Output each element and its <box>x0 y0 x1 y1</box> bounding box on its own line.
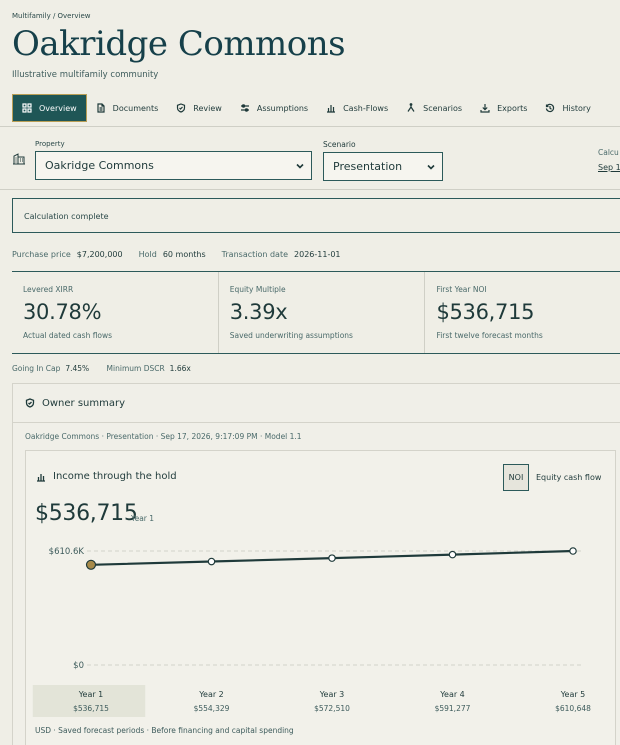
chart-footnote: USD · Saved forecast periods · Before fi… <box>35 726 294 735</box>
chart-title-label: Income through the hold <box>53 471 177 482</box>
hold-label: Hold <box>138 250 157 259</box>
deal-facts: Purchase price $7,200,000 Hold 60 months… <box>12 250 357 259</box>
data-point <box>569 547 577 555</box>
property-label: Property <box>35 140 65 148</box>
divider <box>0 126 620 127</box>
kpi-label: Levered XIRR <box>23 285 74 294</box>
status-banner: Calculation complete <box>12 198 620 233</box>
tab-exports[interactable]: Exports <box>471 94 536 122</box>
minor-metrics: Going In Cap 7.45% Minimum DSCR 1.66x <box>12 364 206 373</box>
owner-summary-header[interactable]: Owner summary <box>13 384 620 423</box>
building-icon <box>13 153 25 165</box>
data-label: $572,510 <box>314 704 350 713</box>
kpi-note: First twelve forecast months <box>436 331 543 340</box>
breadcrumb[interactable]: Multifamily / Overview <box>12 12 91 20</box>
kpi-card-equity-multiple: Equity Multiple 3.39x Saved underwriting… <box>219 272 426 353</box>
kpi-note: Actual dated cash flows <box>23 331 113 340</box>
scenario-label: Scenario <box>323 140 356 149</box>
data-point <box>328 554 336 562</box>
equity-cash-flow-toggle[interactable]: Equity cash flow <box>536 473 602 482</box>
owner-summary-title: Owner summary <box>42 397 126 409</box>
download-icon <box>480 104 490 113</box>
tab-cash-flows[interactable]: Cash-Flows <box>317 94 397 122</box>
income-chart-card: Income through the hold NOI Equity cash … <box>25 450 616 745</box>
tab-history[interactable]: History <box>536 94 599 122</box>
kpi-label: First Year NOI <box>436 285 487 294</box>
x-tick-label: Year 2 <box>198 690 224 699</box>
kpi-value: $536,715 <box>436 300 535 324</box>
y-tick-label: $0 <box>73 661 84 671</box>
tab-overview[interactable]: Overview <box>12 94 87 122</box>
owner-summary-meta: Oakridge Commons · Presentation · Sep 17… <box>25 432 302 441</box>
bar-chart-icon <box>37 473 45 482</box>
history-icon <box>546 103 555 113</box>
data-label: $591,277 <box>435 704 471 713</box>
kpi-label: Equity Multiple <box>229 285 286 294</box>
data-label: $610,648 <box>555 704 591 713</box>
min-dscr-value: 1.66x <box>169 364 191 373</box>
calculated-label: Calcu <box>598 148 619 157</box>
shield-check-icon <box>177 103 186 113</box>
selected-period-band <box>32 685 146 717</box>
document-icon <box>97 103 105 113</box>
data-point <box>207 557 216 566</box>
kpi-note: Saved underwriting assumptions <box>229 331 353 340</box>
shield-check-icon <box>25 398 35 408</box>
chevron-down-icon <box>296 163 304 169</box>
calculated-date-link[interactable]: Sep 17 <box>598 163 620 172</box>
branch-icon <box>407 103 415 112</box>
tab-documents[interactable]: Documents <box>87 94 168 122</box>
tab-scenarios[interactable]: Scenarios <box>397 94 471 122</box>
tab-label: Cash-Flows <box>343 103 389 113</box>
purchase-price-value: $7,200,000 <box>76 250 123 259</box>
tab-assumptions[interactable]: Assumptions <box>231 94 317 122</box>
x-tick-label: Year 3 <box>319 690 345 699</box>
tab-bar: Overview Documents Review Assumptions Ca… <box>12 94 600 122</box>
data-label: $554,329 <box>194 704 230 713</box>
tab-review[interactable]: Review <box>167 94 231 122</box>
scenario-value: Presentation <box>333 160 403 173</box>
kpi-value: 3.39x <box>229 300 288 324</box>
transaction-date-label: Transaction date <box>221 250 289 259</box>
tab-label: Overview <box>39 103 77 113</box>
tab-label: Assumptions <box>256 103 309 113</box>
x-tick-label: Year 5 <box>560 690 586 699</box>
tab-label: Scenarios <box>423 103 463 113</box>
going-in-cap-value: 7.45% <box>65 364 90 373</box>
x-tick-label: Year 1 <box>78 690 104 699</box>
transaction-date-value: 2026-11-01 <box>294 250 341 259</box>
kpi-value: 30.78% <box>23 300 102 324</box>
y-tick-label: $610.6K <box>49 547 85 557</box>
selected-period: Year 1 <box>131 514 155 523</box>
data-label: $536,715 <box>73 704 109 713</box>
grid-icon <box>22 103 32 113</box>
tab-label: Documents <box>112 103 159 113</box>
chevron-down-icon <box>427 164 435 170</box>
tab-label: Exports <box>497 103 528 113</box>
property-select[interactable]: Oakridge Commons <box>35 151 312 180</box>
page-subtitle: Illustrative multifamily community <box>12 70 159 80</box>
kpi-card-noi: First Year NOI $536,715 First twelve for… <box>425 272 620 353</box>
property-value: Oakridge Commons <box>45 159 154 172</box>
kpi-card-xirr: Levered XIRR 30.78% Actual dated cash fl… <box>12 272 219 353</box>
data-point <box>85 559 97 570</box>
tab-label: Review <box>193 103 222 113</box>
chart-title: Income through the hold <box>36 471 177 482</box>
purchase-price-label: Purchase price <box>12 250 71 259</box>
data-point <box>448 550 457 559</box>
sliders-icon <box>240 104 249 112</box>
hold-value: 60 months <box>162 250 206 259</box>
tab-label: History <box>562 103 591 113</box>
divider <box>0 189 620 190</box>
x-tick-label: Year 4 <box>439 690 465 699</box>
page-title: Oakridge Commons <box>12 24 346 64</box>
min-dscr-label: Minimum DSCR <box>106 364 165 373</box>
selected-value: $536,715 <box>35 501 138 526</box>
scenario-select[interactable]: Presentation <box>323 152 443 181</box>
kpi-row: Levered XIRR 30.78% Actual dated cash fl… <box>12 271 620 354</box>
bar-chart-icon <box>327 105 336 113</box>
noi-toggle[interactable]: NOI <box>503 464 529 491</box>
going-in-cap-label: Going In Cap <box>12 364 61 373</box>
